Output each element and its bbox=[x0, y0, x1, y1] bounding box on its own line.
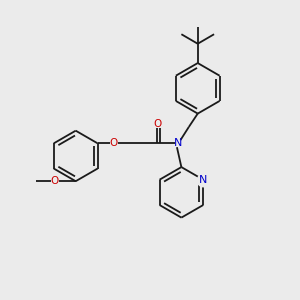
Text: O: O bbox=[153, 119, 161, 129]
Text: N: N bbox=[199, 175, 208, 185]
Text: O: O bbox=[110, 138, 118, 148]
Text: O: O bbox=[51, 176, 59, 186]
Text: N: N bbox=[174, 138, 183, 148]
